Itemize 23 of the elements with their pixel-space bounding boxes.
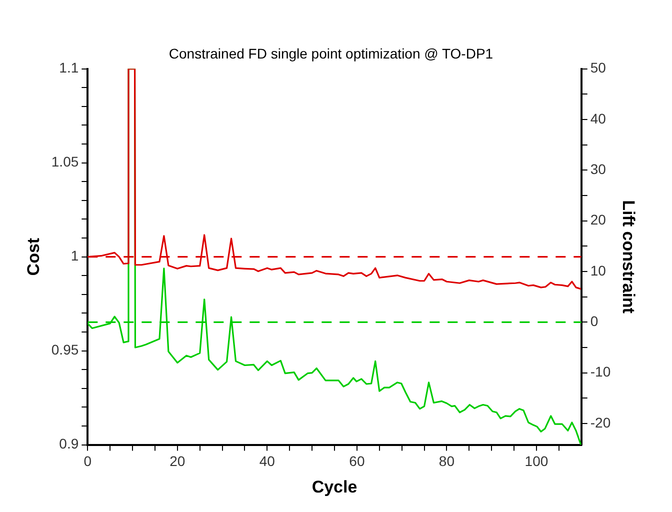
x-tick-label: 60 <box>349 453 365 470</box>
y2-tick-label: 10 <box>590 262 606 278</box>
x-tick-label: 80 <box>438 453 455 470</box>
y-tick-label: 1 <box>70 248 79 264</box>
chart-title: Constrained FD single point optimization @ TO-DP1 <box>168 45 494 62</box>
y-tick-label: 1.1 <box>59 60 79 76</box>
y2-tick-label: -20 <box>590 414 611 430</box>
y-tick-label: 1.05 <box>51 154 79 170</box>
y-axis-title: Cost <box>24 238 43 276</box>
x-tick-label: 20 <box>170 453 186 470</box>
y-tick-label: 0.9 <box>59 436 79 452</box>
y2-tick-label: 30 <box>590 161 606 178</box>
x-tick-label: 0 <box>84 453 92 470</box>
y2-axis-title: Lift constraint <box>619 200 638 314</box>
y2-tick-label: -10 <box>590 364 611 380</box>
x-tick-label: 100 <box>524 453 548 470</box>
y2-tick-label: 40 <box>590 110 606 126</box>
y-tick-label: 0.95 <box>51 342 79 358</box>
x-axis-title: Cycle <box>312 477 358 496</box>
y2-tick-label: 20 <box>590 212 606 228</box>
y2-tick-label: 50 <box>590 60 606 76</box>
x-tick-label: 40 <box>259 453 276 470</box>
y2-tick-label: 0 <box>590 313 598 330</box>
